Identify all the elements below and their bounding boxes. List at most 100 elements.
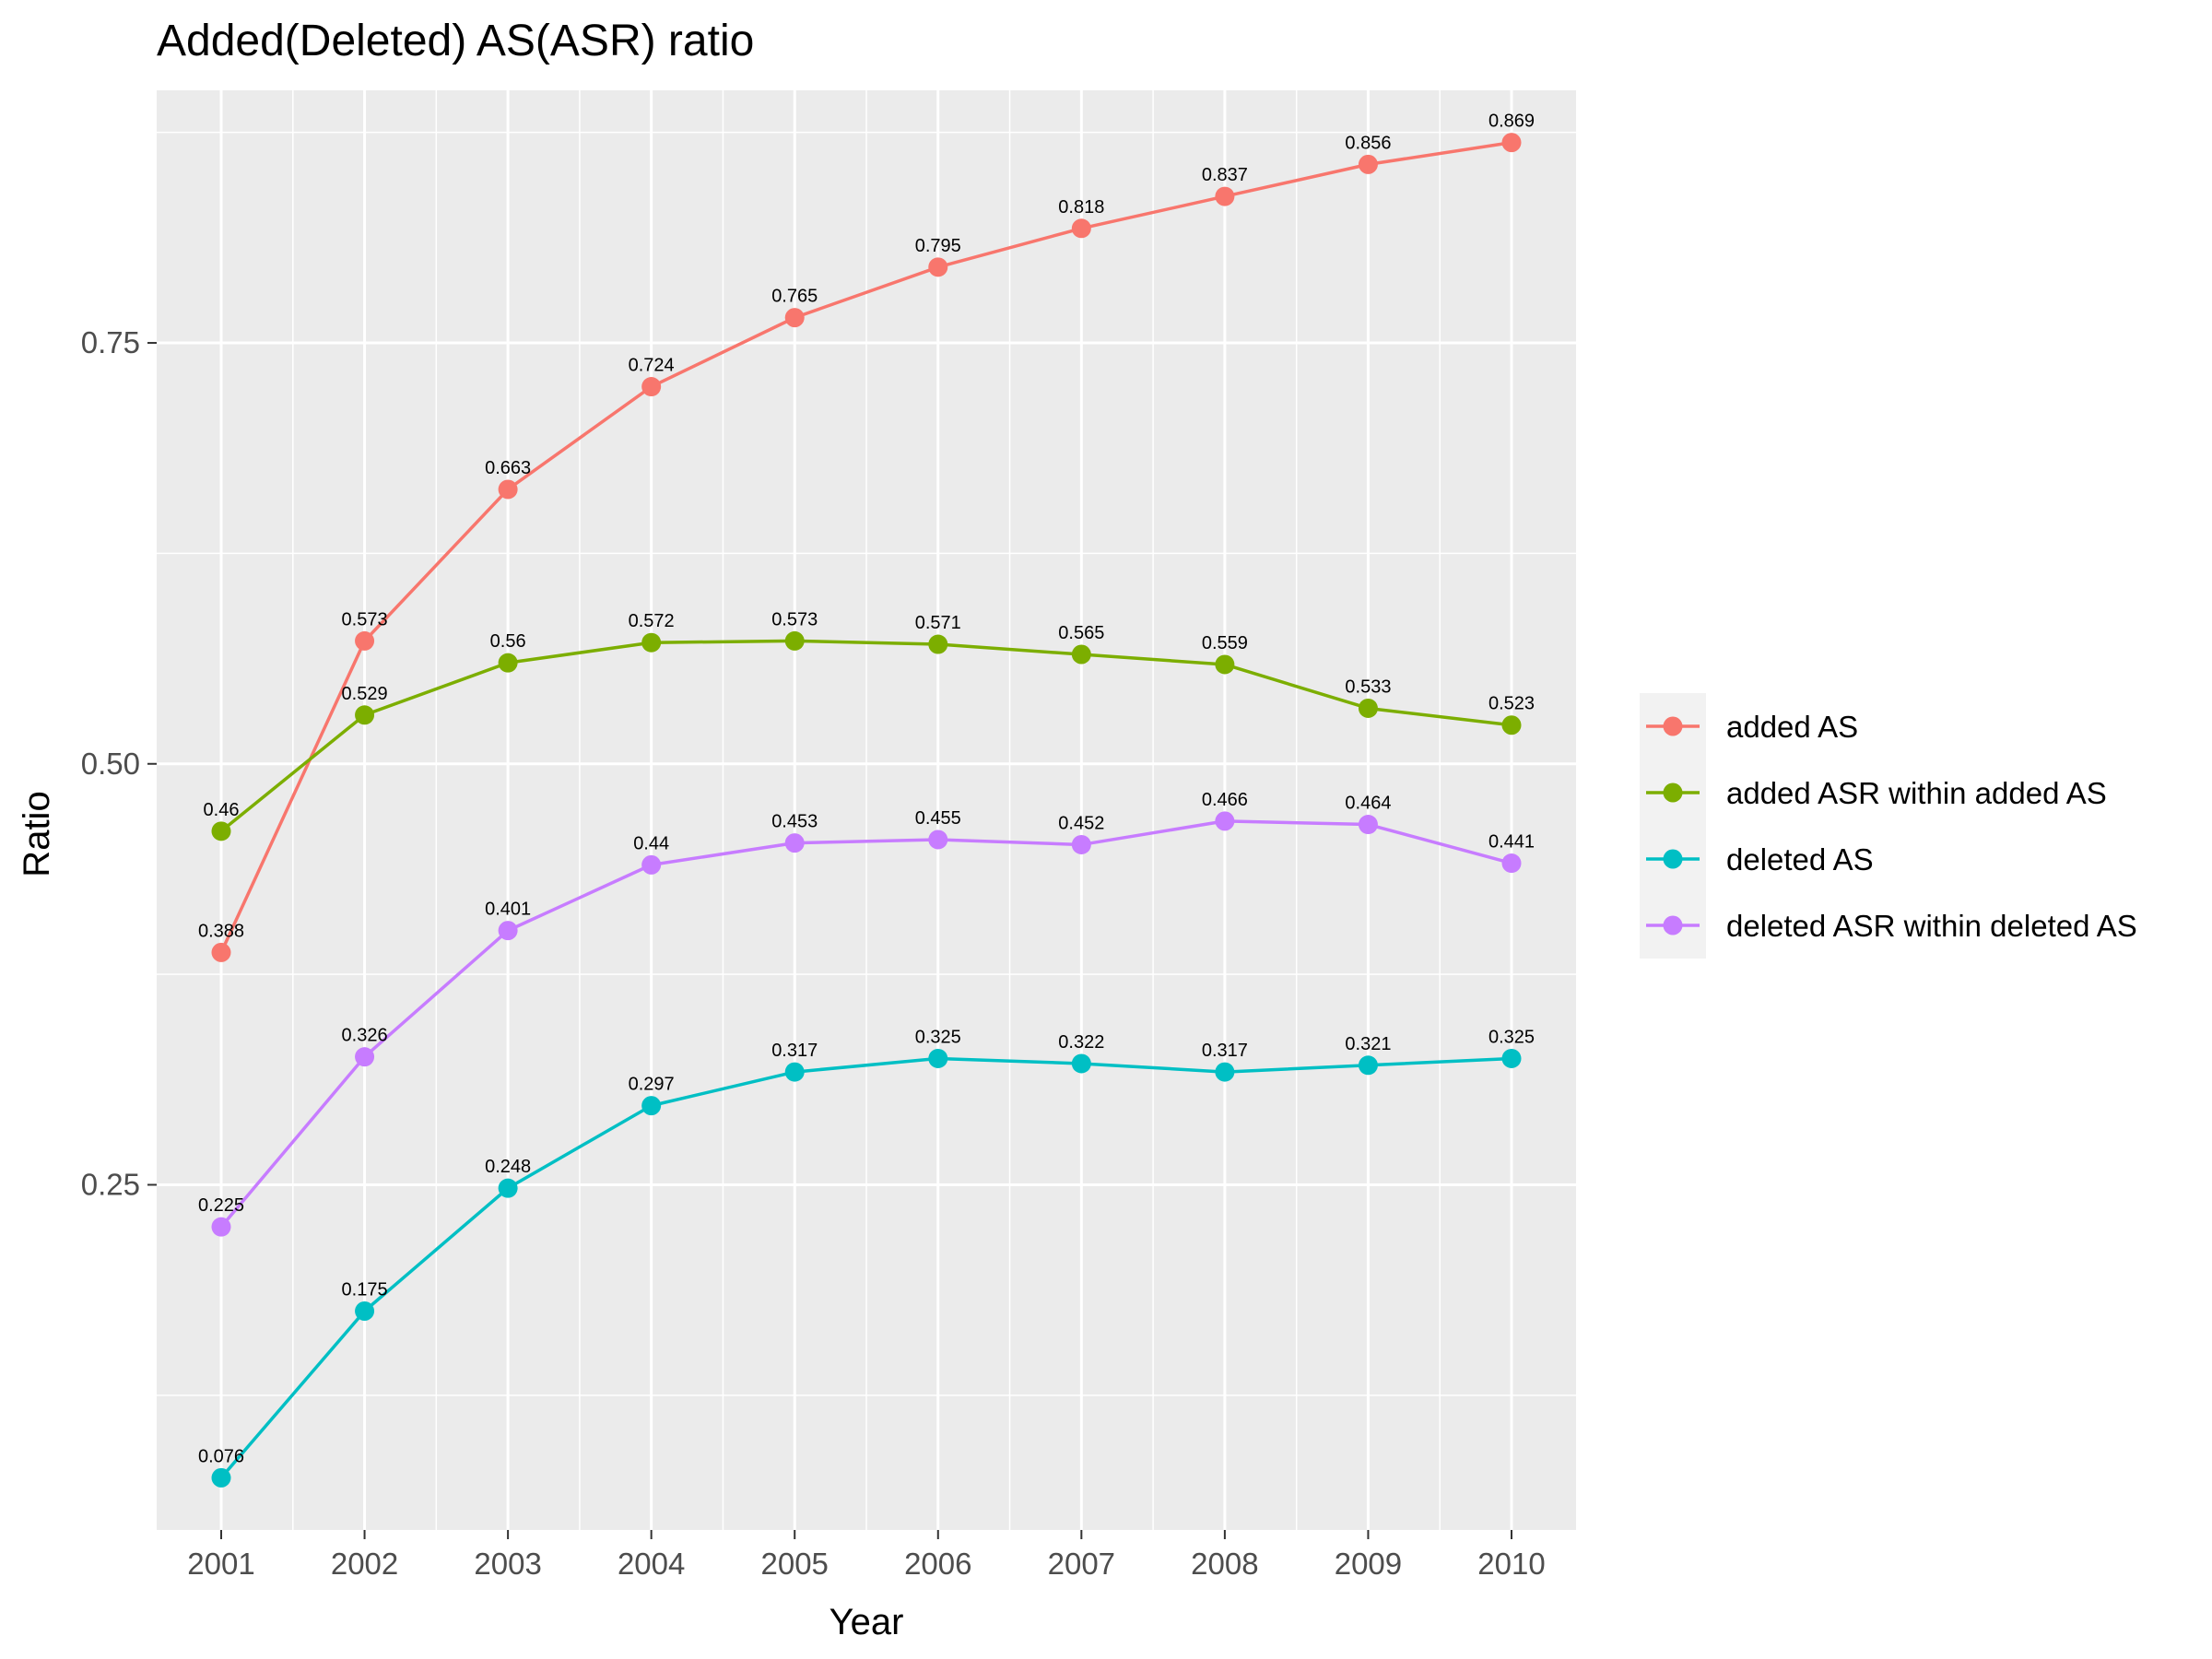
data-label: 0.44 (633, 833, 669, 853)
x-tick-label: 2009 (1335, 1547, 1402, 1581)
legend-key-point (1663, 915, 1683, 935)
data-point (1358, 815, 1378, 835)
legend-label: deleted ASR within deleted AS (1726, 909, 2137, 943)
data-point (211, 1467, 231, 1488)
data-label: 0.321 (1345, 1034, 1391, 1054)
data-label: 0.571 (915, 613, 961, 633)
chart-title: Added(Deleted) AS(ASR) ratio (157, 17, 754, 65)
data-point (355, 705, 375, 725)
x-tick-label: 2008 (1191, 1547, 1258, 1581)
x-tick-label: 2007 (1048, 1547, 1115, 1581)
data-point (1071, 218, 1091, 239)
x-tick-label: 2003 (474, 1547, 541, 1581)
data-point (355, 630, 375, 651)
data-label: 0.837 (1202, 165, 1248, 185)
data-label: 0.317 (771, 1041, 818, 1061)
legend-key-point (1663, 716, 1683, 736)
data-label: 0.225 (198, 1195, 244, 1216)
data-point (1358, 698, 1378, 718)
data-point (211, 1217, 231, 1237)
x-axis-title: Year (830, 1602, 904, 1642)
data-label: 0.523 (1488, 694, 1535, 714)
data-label: 0.573 (771, 609, 818, 629)
legend-key-point (1663, 782, 1683, 803)
data-label: 0.56 (490, 631, 526, 652)
legend: added AS added ASR within added AS deleted… (1640, 693, 2137, 959)
y-tick-label: 0.25 (81, 1167, 140, 1201)
legend-label: deleted AS (1726, 842, 1874, 877)
legend-label: added AS (1726, 710, 1858, 744)
series-line-4 (219, 819, 1512, 1229)
data-label: 0.317 (1202, 1041, 1248, 1061)
data-point (498, 479, 518, 500)
data-point (928, 634, 948, 654)
legend-label: added ASR within added AS (1726, 776, 2107, 810)
data-point (1358, 1055, 1378, 1076)
data-label: 0.401 (485, 900, 531, 920)
data-point (928, 257, 948, 277)
data-point (1215, 811, 1235, 831)
data-point (784, 833, 805, 853)
data-point (928, 830, 948, 850)
data-label: 0.869 (1488, 112, 1535, 132)
y-tick-label: 0.50 (81, 747, 140, 781)
data-label: 0.572 (629, 611, 675, 631)
data-point (1501, 133, 1522, 153)
data-label: 0.795 (915, 236, 961, 256)
data-point (784, 308, 805, 328)
data-label: 0.565 (1058, 623, 1104, 643)
data-label: 0.325 (915, 1027, 961, 1047)
data-label: 0.533 (1345, 677, 1391, 697)
data-point (498, 921, 518, 941)
legend-key-point (1663, 849, 1683, 869)
x-tick-label: 2010 (1477, 1547, 1545, 1581)
data-point (928, 1048, 948, 1068)
data-point (1501, 853, 1522, 874)
data-label: 0.466 (1202, 790, 1248, 810)
legend-keys-background (1640, 693, 1706, 959)
data-label: 0.724 (629, 356, 675, 376)
data-point (1071, 644, 1091, 665)
data-point (784, 1062, 805, 1082)
data-point (1215, 186, 1235, 206)
data-label: 0.453 (771, 812, 818, 832)
series-lines (219, 140, 1512, 1479)
data-label: 0.076 (198, 1446, 244, 1466)
data-label: 0.573 (342, 609, 388, 629)
data-label: 0.856 (1345, 133, 1391, 153)
data-labels: 0.388 0.573 0.663 0.724 0.765 0.795 0.818 0.837… (198, 112, 1535, 1467)
data-label: 0.529 (342, 684, 388, 704)
data-point (784, 630, 805, 651)
series-line-2 (219, 639, 1512, 833)
data-point (355, 1047, 375, 1067)
data-label: 0.322 (1058, 1032, 1104, 1053)
data-label: 0.325 (1488, 1027, 1535, 1047)
data-point (1071, 1053, 1091, 1074)
data-point (498, 1178, 518, 1198)
x-tick-label: 2001 (187, 1547, 254, 1581)
data-point (1215, 654, 1235, 675)
data-label: 0.441 (1488, 832, 1535, 853)
series-line-3 (219, 1056, 1512, 1479)
data-label: 0.248 (485, 1157, 531, 1177)
data-point (641, 1096, 662, 1116)
data-label: 0.388 (198, 921, 244, 941)
data-point (211, 821, 231, 841)
axes: 0.25 0.50 0.75 2001 2002 2003 2004 2005 2006 2007… (81, 325, 1546, 1581)
data-point (641, 854, 662, 875)
y-axis-title: Ratio (17, 791, 57, 877)
x-tick-label: 2005 (761, 1547, 829, 1581)
data-label: 0.765 (771, 287, 818, 307)
data-point (1501, 715, 1522, 735)
data-label: 0.464 (1345, 794, 1391, 814)
grid-lines (157, 90, 1576, 1530)
data-point (498, 653, 518, 673)
data-label: 0.559 (1202, 633, 1248, 653)
data-point (1358, 154, 1378, 174)
data-label: 0.326 (342, 1026, 388, 1046)
data-label: 0.663 (485, 458, 531, 478)
data-label: 0.452 (1058, 813, 1104, 833)
series-line-1 (219, 140, 1512, 954)
data-label: 0.297 (629, 1075, 675, 1095)
